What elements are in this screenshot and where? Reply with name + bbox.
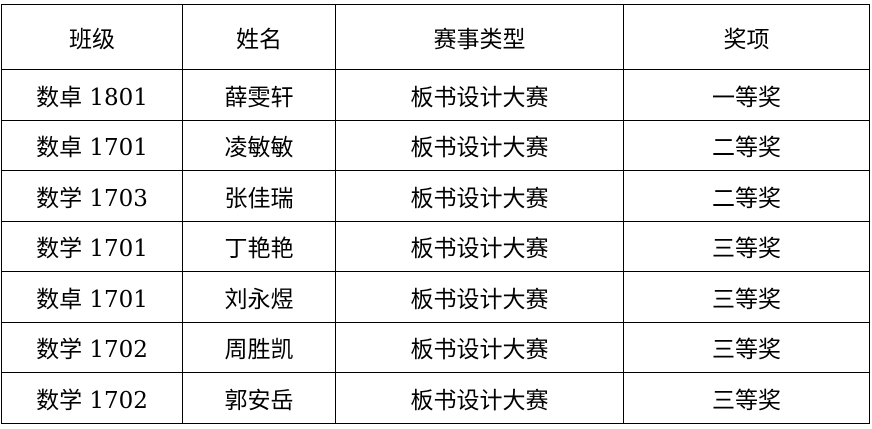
contest-type-cell: 板书设计大赛	[335, 69, 624, 121]
contest-type-cell: 板书设计大赛	[335, 372, 624, 424]
contest-type-cell: 板书设计大赛	[335, 220, 624, 272]
award-cell: 一等奖	[623, 69, 870, 121]
award-cell: 二等奖	[623, 170, 870, 222]
class-cell: 数学 1702	[1, 372, 183, 424]
award-table: 班级 姓名 赛事类型 奖项 数卓 1801 薛雯轩 板书设计大赛 一等奖 数卓 1701 凌敏敏…	[1, 4, 870, 424]
name-cell: 丁艳艳	[182, 220, 336, 272]
table-row: 数卓 1801 薛雯轩 板书设计大赛 一等奖	[1, 69, 870, 121]
name-cell: 薛雯轩	[182, 69, 336, 121]
header-row: 班级 姓名 赛事类型 奖项	[1, 4, 870, 70]
table-row: 数学 1703 张佳瑞 板书设计大赛 二等奖	[1, 170, 870, 222]
contest-type-cell: 板书设计大赛	[335, 321, 624, 373]
class-cell: 数卓 1701	[1, 119, 183, 171]
name-cell: 凌敏敏	[182, 119, 336, 171]
award-cell: 三等奖	[623, 220, 870, 272]
contest-type-cell: 板书设计大赛	[335, 119, 624, 171]
table-row: 数学 1702 郭安岳 板书设计大赛 三等奖	[1, 372, 870, 424]
table-row: 数卓 1701 刘永煜 板书设计大赛 三等奖	[1, 271, 870, 323]
name-cell: 郭安岳	[182, 372, 336, 424]
class-cell: 数学 1703	[1, 170, 183, 222]
header-contest-type-cell: 赛事类型	[335, 4, 624, 70]
name-cell: 周胜凯	[182, 321, 336, 373]
class-cell: 数卓 1801	[1, 69, 183, 121]
award-cell: 三等奖	[623, 372, 870, 424]
table-body: 数卓 1801 薛雯轩 板书设计大赛 一等奖 数卓 1701 凌敏敏 板书设计大赛 二等奖 数学…	[1, 69, 870, 424]
table-row: 数学 1701 丁艳艳 板书设计大赛 三等奖	[1, 220, 870, 272]
name-cell: 张佳瑞	[182, 170, 336, 222]
header-class-cell: 班级	[1, 4, 183, 70]
contest-type-cell: 板书设计大赛	[335, 271, 624, 323]
class-cell: 数学 1701	[1, 220, 183, 272]
table-row: 数学 1702 周胜凯 板书设计大赛 三等奖	[1, 321, 870, 373]
header-award-cell: 奖项	[623, 4, 870, 70]
header-name-cell: 姓名	[182, 4, 336, 70]
table-row: 数卓 1701 凌敏敏 板书设计大赛 二等奖	[1, 119, 870, 171]
class-cell: 数学 1702	[1, 321, 183, 373]
award-cell: 三等奖	[623, 321, 870, 373]
name-cell: 刘永煜	[182, 271, 336, 323]
class-cell: 数卓 1701	[1, 271, 183, 323]
award-cell: 二等奖	[623, 119, 870, 171]
award-cell: 三等奖	[623, 271, 870, 323]
contest-type-cell: 板书设计大赛	[335, 170, 624, 222]
